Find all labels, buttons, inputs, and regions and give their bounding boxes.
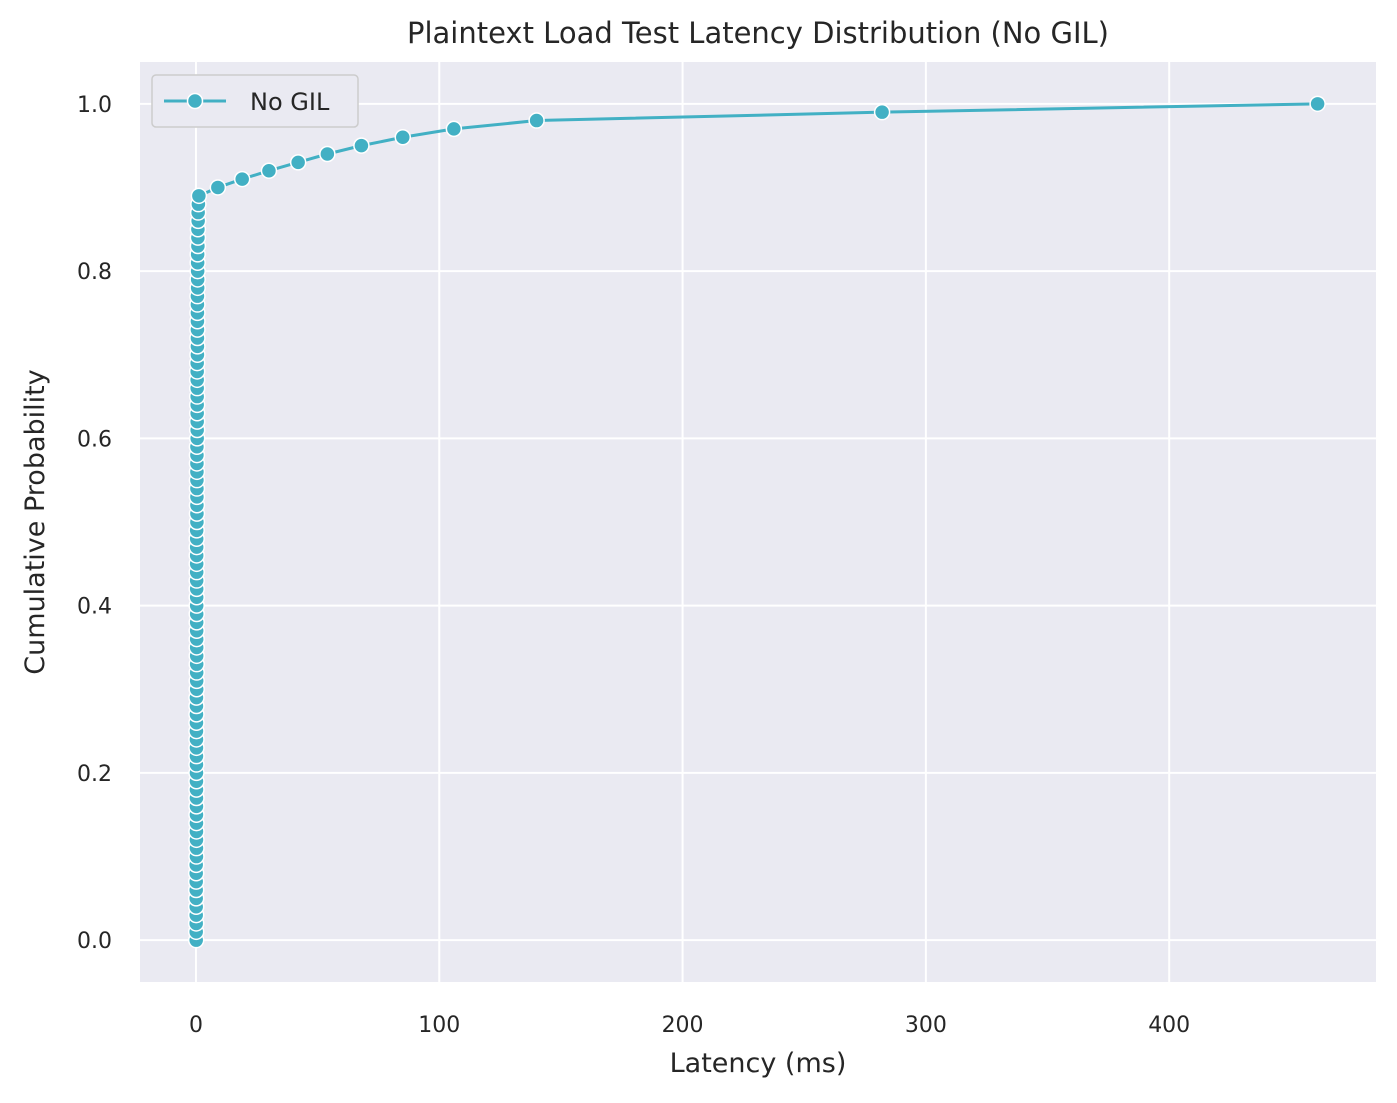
data-point	[394, 129, 412, 146]
data-point	[209, 179, 227, 196]
y-tick-label: 0.4	[77, 595, 112, 620]
y-tick-label: 1.0	[77, 93, 112, 118]
data-point	[190, 187, 208, 205]
data-point	[260, 162, 278, 179]
series-layer	[187, 95, 1326, 949]
x-tick-label: 100	[418, 1013, 460, 1038]
x-tick-label: 300	[905, 1013, 947, 1038]
data-point	[353, 137, 370, 154]
y-tick-label: 0.2	[77, 762, 112, 787]
legend: No GIL	[151, 74, 359, 128]
legend-marker-sample	[186, 92, 204, 110]
x-tick-label: 200	[662, 1013, 704, 1038]
data-point	[233, 170, 251, 188]
y-tick-label: 0.8	[77, 260, 112, 285]
y-tick-label: 0.0	[77, 929, 112, 954]
y-axis-ticks: 0.0 0.2 0.4 0.6 0.8 1.0	[77, 93, 112, 954]
legend-box	[151, 74, 359, 128]
data-point	[528, 112, 545, 129]
plot-background	[140, 62, 1376, 982]
data-point	[289, 154, 307, 171]
data-point	[1309, 95, 1326, 113]
y-axis-label: Cumulative Probability	[20, 369, 51, 674]
x-tick-label: 0	[189, 1013, 203, 1038]
legend-label: No GIL	[250, 88, 330, 116]
x-axis-label: Latency (ms)	[670, 1048, 847, 1079]
data-point	[319, 145, 336, 163]
x-axis-ticks: 0 100 200 300 400	[189, 1013, 1190, 1038]
data-point	[445, 120, 463, 138]
data-point	[873, 103, 891, 121]
y-tick-label: 0.6	[77, 427, 112, 452]
x-tick-label: 400	[1148, 1013, 1190, 1038]
chart-title: Plaintext Load Test Latency Distribution…	[407, 16, 1109, 50]
